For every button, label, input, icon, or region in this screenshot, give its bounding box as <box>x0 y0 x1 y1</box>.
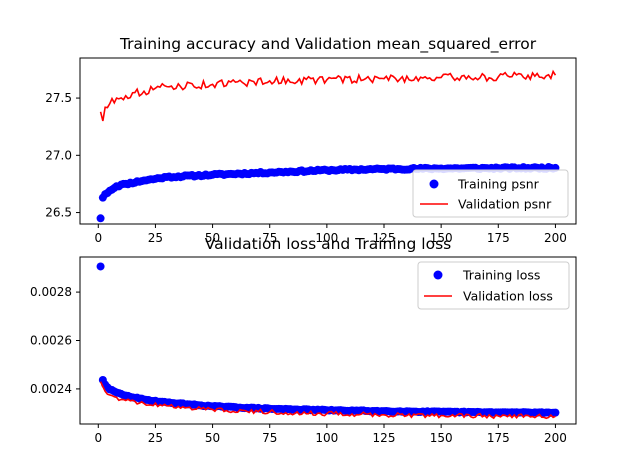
x-tick-label: 50 <box>205 431 220 445</box>
loss-subplot: 0 25 50 75 100 125 150 175 200 0.00240.00260.002… <box>30 235 577 445</box>
x-tick-label: 125 <box>373 231 396 245</box>
accuracy-legend: Training psnr Validation psnr <box>412 169 569 218</box>
x-tick-label: 0 <box>94 431 102 445</box>
accuracy-chart-title: Training accuracy and Validation mean_sq… <box>119 35 537 54</box>
training-loss-point <box>96 262 105 271</box>
x-tick-label: 175 <box>487 431 510 445</box>
x-tick-label: 25 <box>148 231 163 245</box>
y-tick-label: 0.0026 <box>30 334 72 348</box>
training-loss-point <box>551 408 560 417</box>
x-tick-label: 150 <box>430 431 453 445</box>
x-tick-label: 175 <box>487 231 510 245</box>
validation-loss-line <box>99 381 556 420</box>
loss-plot-area <box>96 262 560 420</box>
y-tick-label: 27.0 <box>45 148 72 162</box>
accuracy-x-ticks: 0 25 50 75 100 125 150 175 200 <box>94 224 567 245</box>
loss-chart-title: Validation loss and Training loss <box>205 235 451 253</box>
x-tick-label: 50 <box>205 231 220 245</box>
loss-y-ticks: 0.0024 0.0026 0.0028 <box>30 285 80 396</box>
x-tick-label: 200 <box>544 431 567 445</box>
x-tick-label: 150 <box>430 231 453 245</box>
loss-x-ticks: 0 25 50 75 100 125 150 175 200 <box>94 424 567 445</box>
training-loss-legend-marker <box>433 270 443 280</box>
x-tick-label: 100 <box>315 431 338 445</box>
validation-psnr-line <box>99 69 557 122</box>
validation-loss-legend-label: Validation loss <box>463 289 553 304</box>
accuracy-y-ticks: 26.5 27.0 27.5 <box>45 91 80 220</box>
validation-psnr-legend-label: Validation psnr <box>458 197 552 212</box>
y-tick-label: 26.5 <box>45 206 72 220</box>
x-tick-label: 200 <box>544 231 567 245</box>
x-tick-label: 75 <box>262 431 277 445</box>
training-psnr-point <box>96 214 105 223</box>
accuracy-plot-area <box>96 69 560 223</box>
y-tick-label: 0.0028 <box>30 285 72 299</box>
training-psnr-legend-marker <box>429 179 439 189</box>
y-tick-label: 0.0024 <box>30 382 72 396</box>
x-tick-label: 25 <box>148 431 163 445</box>
accuracy-subplot: 0 25 50 75 100 125 150 175 200 26.5 27.0 27.5 Trai… <box>45 35 577 245</box>
training-loss-legend-label: Training loss <box>462 268 540 283</box>
accuracy-legend-box <box>412 169 569 218</box>
loss-legend: Training loss Validation loss <box>417 261 570 310</box>
loss-legend-box <box>417 261 570 310</box>
x-tick-label: 75 <box>262 231 277 245</box>
training-psnr-legend-label: Training psnr <box>457 177 540 192</box>
x-tick-label: 0 <box>94 231 102 245</box>
x-tick-label: 100 <box>315 231 338 245</box>
x-tick-label: 125 <box>373 431 396 445</box>
y-tick-label: 27.5 <box>45 91 72 105</box>
accuracy-axes-frame <box>79 57 577 225</box>
